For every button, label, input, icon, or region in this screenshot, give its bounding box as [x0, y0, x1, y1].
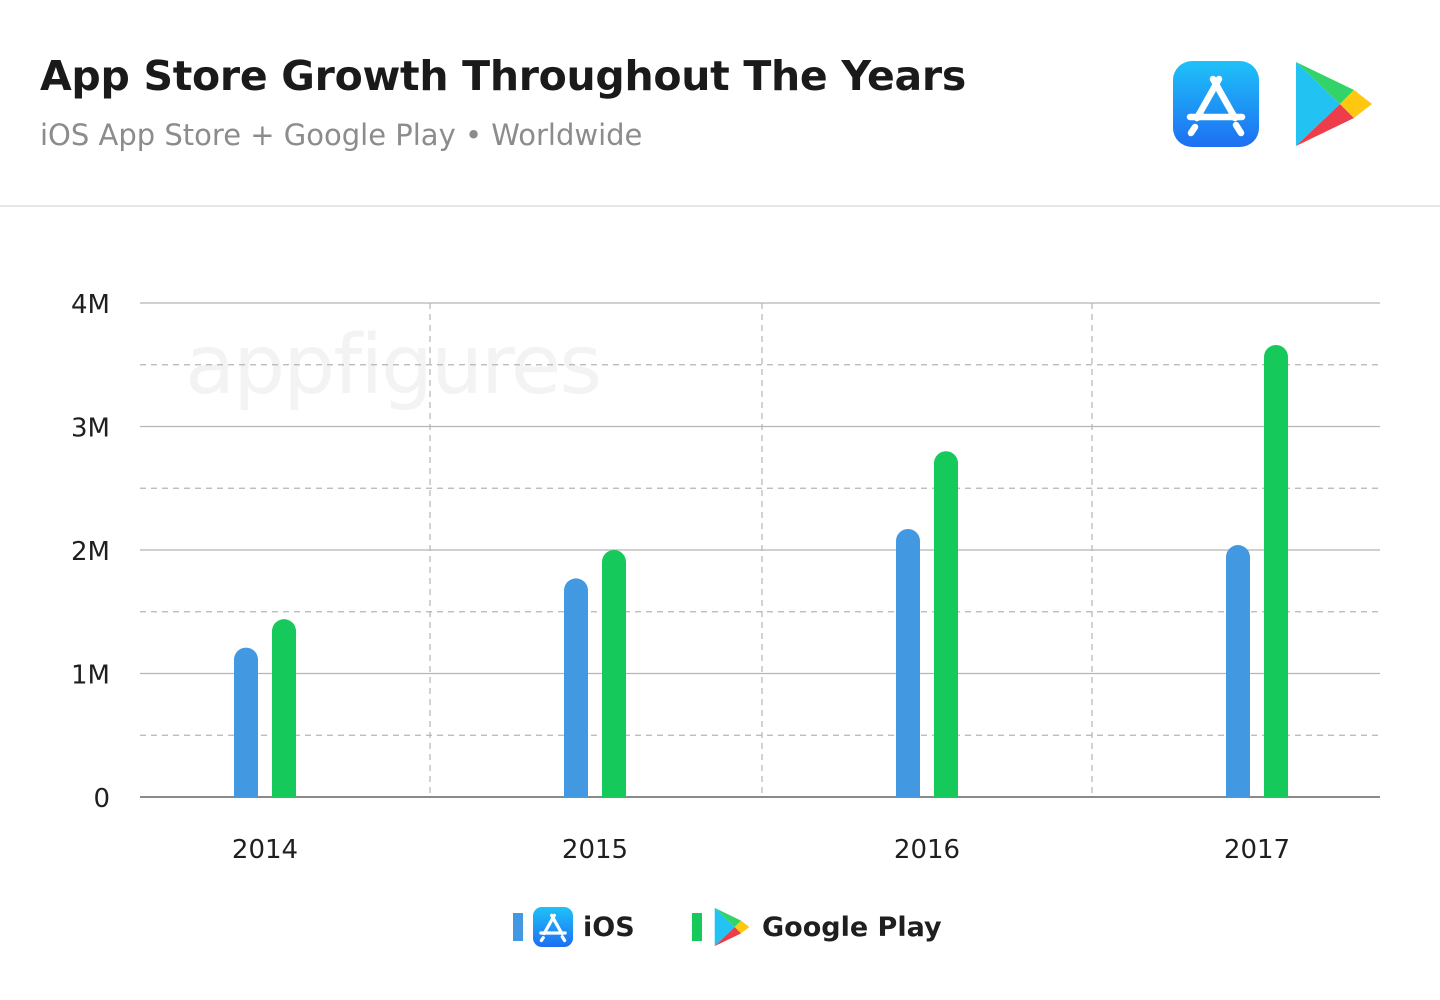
y-axis-ticks: 0 1M 2M 3M 4M	[71, 290, 110, 814]
app-store-icon	[533, 907, 573, 947]
legend-swatch-ios	[513, 913, 523, 941]
chart-grid	[140, 302, 1380, 798]
bar-ios-2014[interactable]	[234, 647, 258, 797]
bar-google-play-2017[interactable]	[1264, 344, 1288, 797]
google-play-icon	[1296, 62, 1372, 146]
chart-header: App Store Growth Throughout The Years iO…	[0, 0, 1440, 207]
watermark: appfigures	[185, 318, 602, 413]
bar-ios-2016[interactable]	[896, 529, 920, 797]
y-tick-label: 4M	[71, 290, 110, 320]
x-axis-ticks: 2014 2015 2016 2017	[232, 835, 1290, 865]
y-tick-label: 1M	[71, 661, 110, 691]
app-store-icon	[1173, 61, 1259, 147]
legend-label-ios: iOS	[583, 911, 635, 943]
bar-ios-2017[interactable]	[1226, 545, 1250, 797]
legend-item-google-play[interactable]: Google Play	[692, 905, 942, 949]
chart-legend: iOS Google Play	[0, 905, 1440, 949]
legend-swatch-google-play	[692, 913, 702, 941]
chart-title: App Store Growth Throughout The Years	[40, 52, 966, 100]
y-tick-label: 0	[93, 784, 110, 814]
x-tick-label: 2016	[894, 835, 960, 865]
chart-bars	[234, 344, 1288, 797]
bar-chart: 0 1M 2M 3M 4M 2014 2015 2016 2017	[71, 290, 1380, 865]
bar-google-play-2016[interactable]	[934, 451, 958, 797]
legend-item-ios[interactable]: iOS	[513, 905, 635, 949]
x-tick-label: 2017	[1224, 835, 1290, 865]
x-tick-label: 2014	[232, 835, 298, 865]
bar-google-play-2015[interactable]	[602, 550, 626, 797]
chart-subtitle: iOS App Store + Google Play • Worldwide	[40, 118, 643, 152]
x-tick-label: 2015	[562, 835, 628, 865]
google-play-icon	[714, 907, 750, 947]
legend-label-google-play: Google Play	[762, 911, 942, 943]
bar-google-play-2014[interactable]	[272, 619, 296, 797]
y-tick-label: 3M	[71, 414, 110, 444]
y-tick-label: 2M	[71, 537, 110, 567]
bar-ios-2015[interactable]	[564, 578, 588, 797]
